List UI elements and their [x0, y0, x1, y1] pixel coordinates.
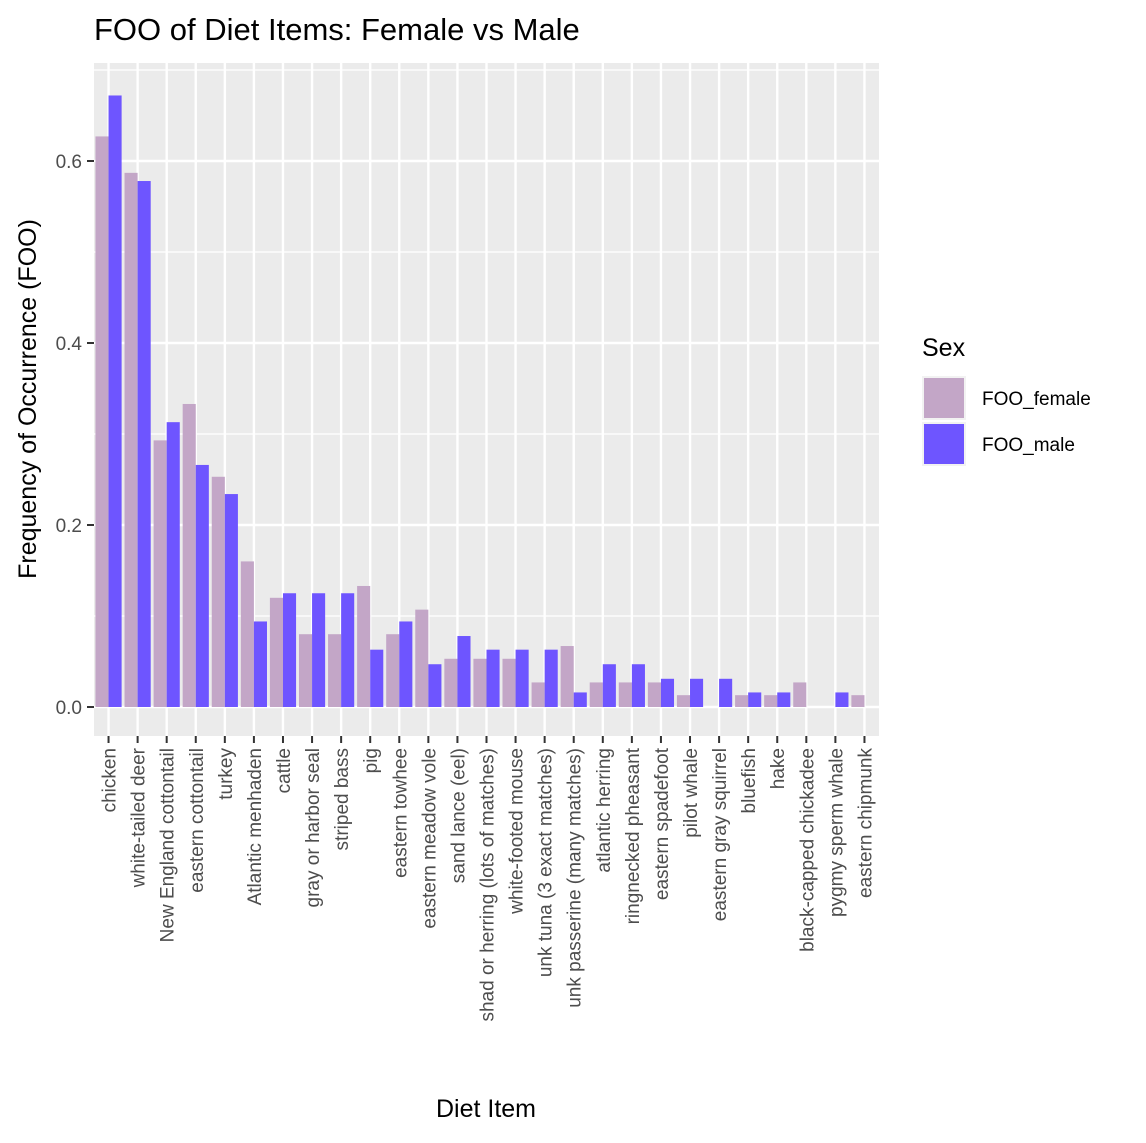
x-tick-label: eastern meadow vole [419, 748, 440, 929]
bars [95, 95, 865, 708]
bar-foo-male-15 [515, 649, 529, 707]
x-tick-label: eastern cottontail [187, 748, 208, 893]
bar-foo-male-12 [428, 664, 442, 707]
bar-foo-male-11 [399, 621, 413, 707]
y-tick-label: 0.0 [56, 698, 82, 719]
bar-foo-female-7 [269, 597, 283, 707]
bar-foo-female-14 [473, 658, 487, 707]
bar-foo-male-10 [370, 649, 384, 707]
x-tick-label: shad or herring (lots of matches) [478, 748, 499, 1022]
x-tick-label: Atlantic menhaden [245, 748, 266, 905]
x-tick-label: chicken [100, 748, 121, 812]
x-tick-label: unk passerine (many matches) [565, 748, 586, 1008]
bar-foo-female-25 [793, 682, 807, 707]
y-tick-label: 0.2 [56, 516, 82, 537]
bar-foo-male-14 [486, 649, 500, 707]
x-tick-label: pygmy sperm whale [826, 748, 847, 917]
bar-foo-female-5 [211, 476, 225, 707]
x-tick-label: sand lance (eel) [448, 748, 469, 883]
x-tick-label: New England cottontail [158, 748, 179, 942]
bar-foo-female-23 [735, 695, 749, 707]
bar-foo-female-1 [95, 136, 109, 707]
y-tick-label: 0.4 [56, 334, 83, 355]
bar-foo-female-4 [182, 403, 196, 707]
x-tick-label: gray or harbor seal [303, 748, 324, 907]
y-tick-label: 0.6 [56, 152, 82, 173]
bar-foo-female-12 [415, 609, 429, 707]
bar-foo-male-2 [137, 181, 151, 707]
legend: Sex FOO_female FOO_male [922, 334, 1091, 466]
x-tick-label: bluefish [739, 748, 760, 814]
bar-foo-male-18 [602, 664, 616, 707]
x-tick-label: pig [361, 748, 382, 773]
bar-foo-male-22 [719, 678, 733, 707]
bar-foo-male-4 [195, 464, 209, 707]
x-tick-label: white-tailed deer [129, 747, 150, 888]
bar-foo-female-24 [764, 695, 778, 707]
x-tick-label: eastern spadefoot [652, 747, 673, 900]
legend-label: FOO_male [982, 435, 1075, 456]
x-tick-label: white-footed mouse [507, 748, 528, 915]
bar-foo-female-18 [589, 682, 603, 707]
bar-foo-male-16 [544, 649, 558, 707]
bar-foo-male-19 [631, 664, 645, 707]
bar-foo-male-3 [166, 422, 180, 707]
bar-foo-female-8 [298, 634, 313, 707]
bar-foo-female-27 [851, 695, 865, 707]
bar-foo-female-13 [444, 658, 458, 707]
x-tick-label: cattle [274, 748, 295, 793]
x-tick-label: hake [768, 748, 789, 789]
x-tick-label: atlantic herring [594, 748, 615, 873]
bar-foo-female-15 [502, 658, 516, 707]
legend-title: Sex [922, 334, 966, 362]
x-tick-label: eastern gray squirrel [710, 748, 731, 921]
bar-foo-male-23 [748, 692, 762, 707]
x-axis-title: Diet Item [436, 1095, 536, 1123]
bar-foo-female-2 [124, 172, 138, 707]
bar-foo-male-7 [282, 593, 297, 707]
x-tick-label: striped bass [332, 748, 353, 850]
x-tick-label: unk tuna (3 exact matches) [536, 748, 557, 977]
legend-swatch [924, 424, 964, 464]
bar-foo-male-1 [108, 95, 122, 708]
bar-foo-male-5 [224, 494, 238, 707]
y-axis-title: Frequency of Occurrence (FOO) [14, 219, 42, 579]
bar-foo-male-20 [660, 678, 675, 707]
bar-foo-female-20 [647, 682, 661, 707]
bar-foo-female-9 [328, 634, 342, 707]
bar-foo-male-6 [253, 621, 267, 707]
bar-foo-female-3 [153, 440, 167, 707]
bar-foo-female-16 [531, 682, 545, 707]
x-tick-label: turkey [216, 748, 237, 800]
x-tick-label: eastern towhee [390, 748, 411, 878]
x-tick-label: ringnecked pheasant [623, 747, 644, 924]
legend-label: FOO_female [982, 389, 1091, 410]
x-tick-label: pilot whale [681, 748, 702, 838]
bar-foo-male-17 [573, 692, 587, 707]
x-tick-label: eastern chipmunk [855, 748, 876, 898]
bar-foo-male-26 [835, 692, 849, 707]
y-axis: 0.0 0.2 0.4 0.6 [56, 152, 94, 719]
bar-foo-male-8 [312, 593, 326, 707]
bar-foo-male-21 [690, 678, 704, 707]
x-tick-label: black-capped chickadee [797, 748, 818, 952]
bar-foo-female-11 [386, 634, 400, 707]
x-axis: chicken white-tailed deer New England cott… [100, 736, 876, 1022]
bar-foo-female-10 [357, 585, 371, 707]
legend-swatch [924, 378, 964, 418]
bar-foo-female-6 [240, 561, 254, 707]
bar-foo-male-9 [341, 593, 355, 707]
bar-foo-male-13 [457, 636, 471, 707]
bar-foo-female-19 [618, 682, 632, 707]
bar-foo-male-24 [777, 692, 791, 707]
bar-foo-female-21 [676, 695, 691, 707]
chart-title: FOO of Diet Items: Female vs Male [94, 12, 580, 47]
bar-foo-female-17 [560, 646, 574, 707]
